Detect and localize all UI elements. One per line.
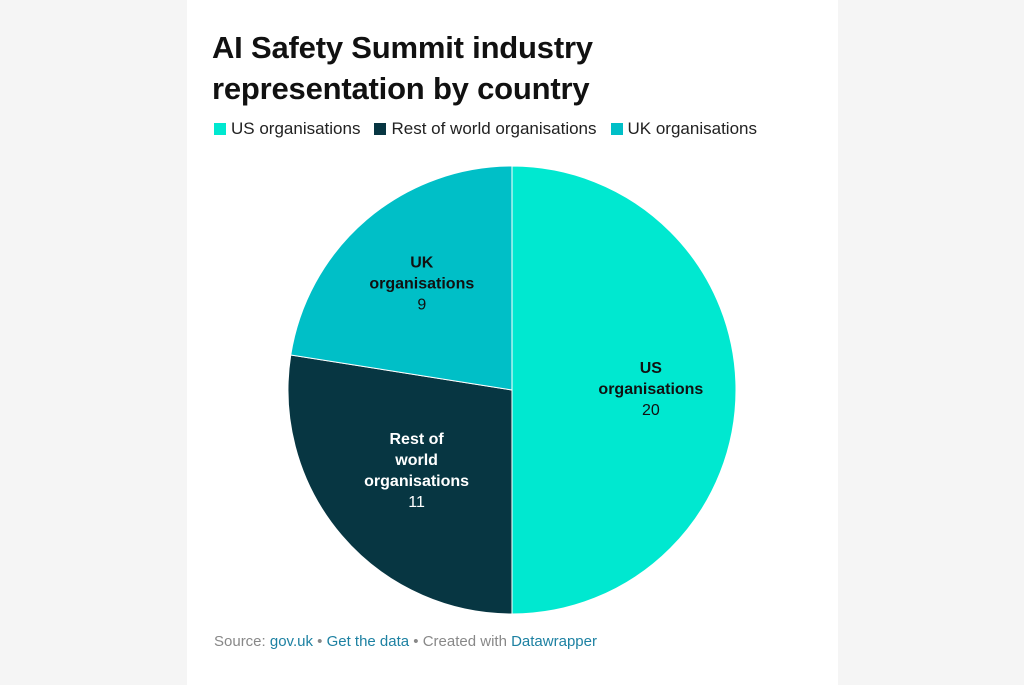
pie-slice-us (511, 165, 737, 615)
slice-label-uk-line-0: UK (410, 255, 434, 272)
slice-label-us-line-0: US (640, 360, 663, 377)
legend-swatch-uk (610, 123, 623, 135)
slice-value-uk: 9 (417, 297, 426, 314)
legend-swatch-rest-of-world (374, 123, 387, 135)
chart-card: AI Safety Summit industry representation… (187, 0, 838, 685)
source-link[interactable]: gov.uk (269, 633, 313, 650)
slice-value-us: 20 (642, 402, 660, 419)
legend-label-us: US organisations (231, 119, 361, 138)
slice-label-us-line-1: organisations (598, 381, 703, 398)
slice-label-uk: UK organisations 9 (369, 255, 474, 314)
legend-swatch-us (214, 123, 226, 135)
slice-label-uk-line-1: organisations (369, 276, 474, 293)
legend-label-rest-of-world: Rest of world organisations (391, 119, 597, 138)
legend-item-rest-of-world: Rest of world organisations (374, 119, 597, 139)
slice-label-rest-of-world: Rest of world organisations 11 (364, 431, 469, 511)
footer-separator: • (312, 633, 327, 650)
pie-slice-uk (290, 165, 513, 391)
slice-label-rest-of-world-line-2: organisations (364, 473, 469, 490)
slice-label-rest-of-world-line-1: world (394, 452, 438, 469)
slice-label-us: US organisations 20 (598, 360, 703, 419)
source-label: Source: (214, 633, 270, 650)
legend-item-uk: UK organisations (610, 119, 757, 139)
datawrapper-link[interactable]: Datawrapper (511, 633, 597, 650)
pie-slice-rest-of-world (287, 354, 513, 615)
chart-legend: US organisations Rest of world organisat… (214, 118, 771, 140)
pie-chart: US organisations 20 Rest of world organisatio… (287, 165, 737, 615)
created-with-label: • Created with (409, 633, 512, 650)
slice-label-rest-of-world-line-0: Rest of (389, 431, 444, 448)
chart-title: AI Safety Summit industry representation… (212, 30, 593, 106)
chart-footer: Source: gov.uk • Get the data • Created … (214, 633, 597, 650)
legend-label-uk: UK organisations (627, 119, 757, 138)
get-the-data-link[interactable]: Get the data (326, 633, 410, 650)
slice-value-rest-of-world: 11 (408, 494, 425, 511)
legend-item-us: US organisations (214, 119, 360, 139)
